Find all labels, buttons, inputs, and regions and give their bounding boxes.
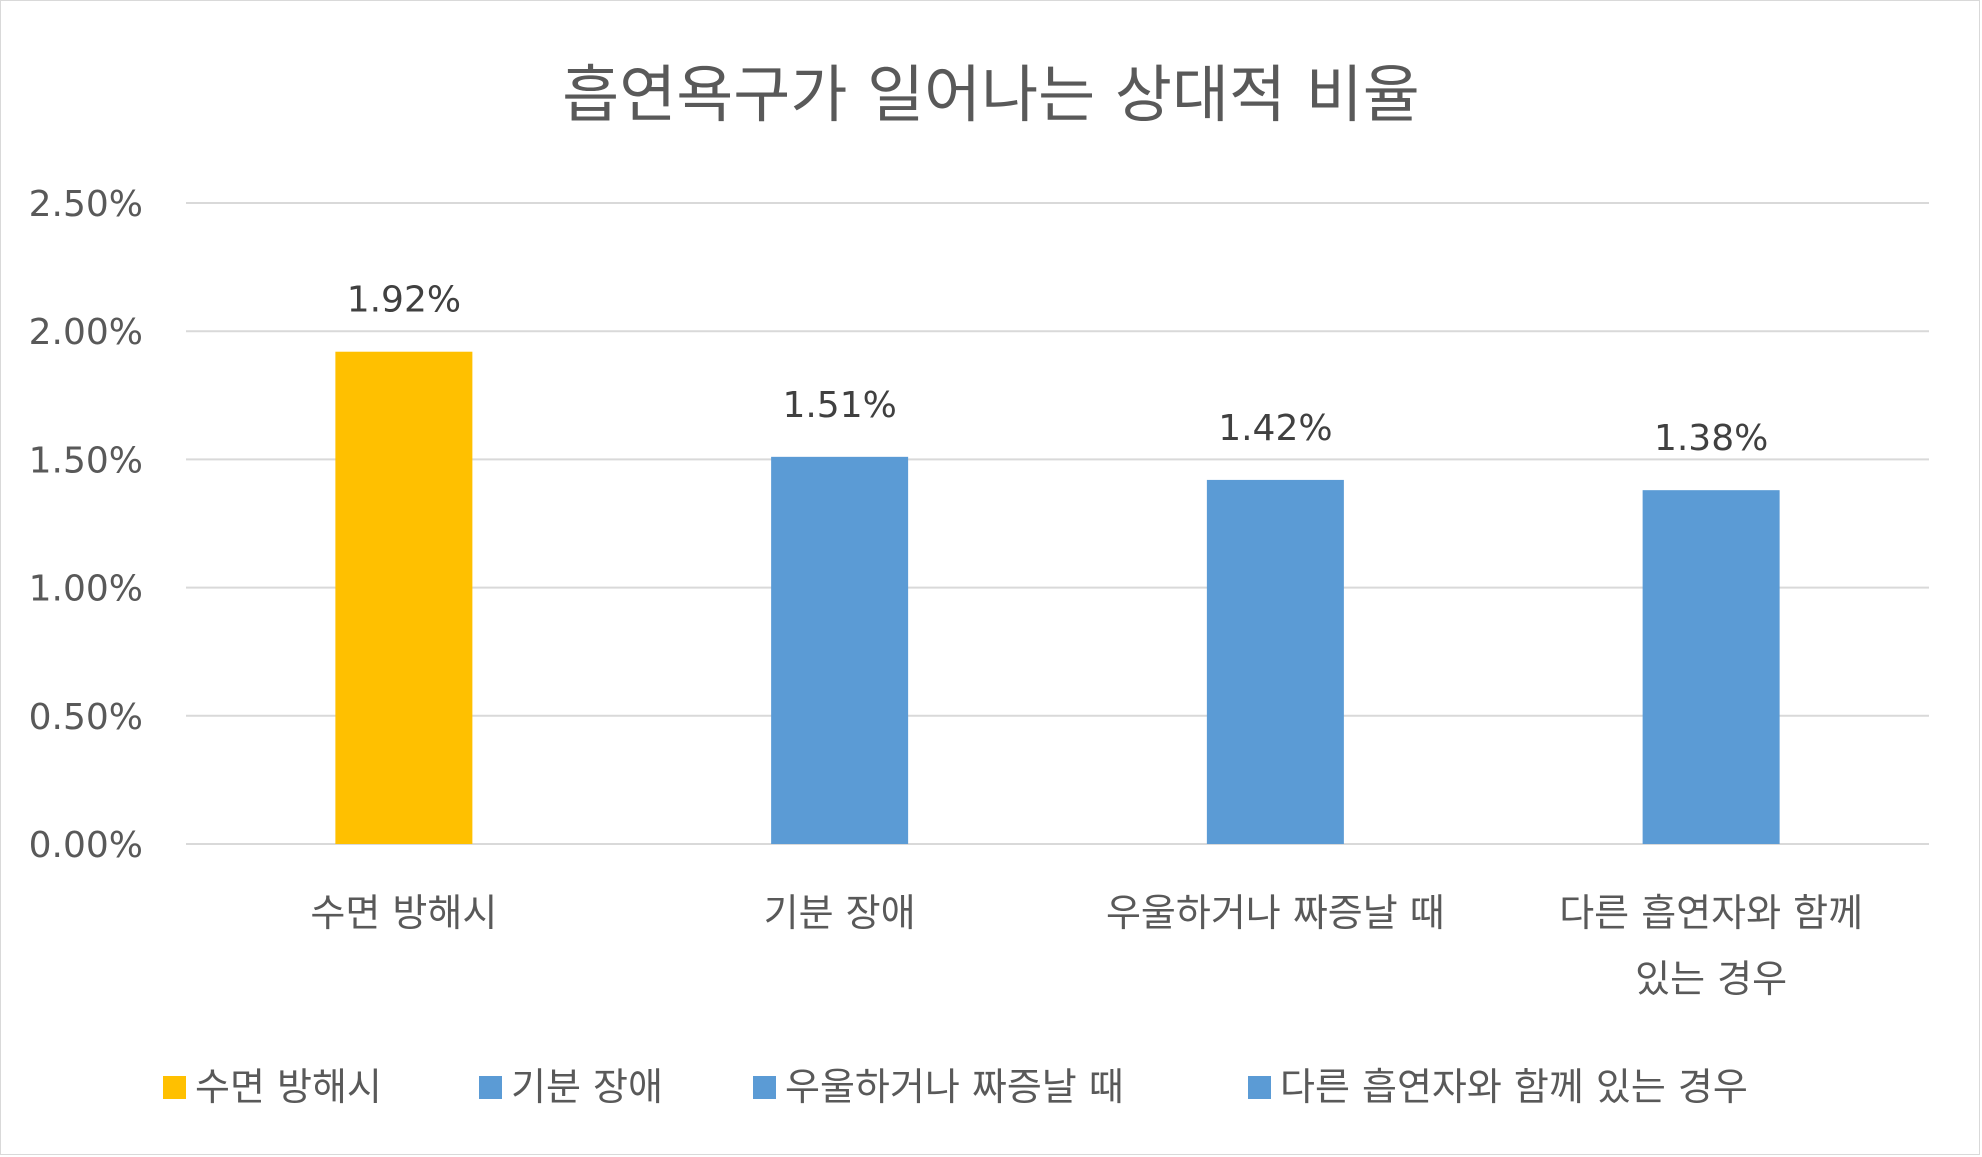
legend: 수면 방해시 기분 장애 우울하거나 짜증날 때 다른 흡연자와 함께 있는 경우 [163, 1065, 1748, 1109]
data-labels: 1.92% 1.51% 1.42% 1.38% [347, 280, 1769, 459]
chart-title: 흡연욕구가 일어나는 상대적 비율 [562, 58, 1420, 131]
x-category-label: 있는 경우 [1635, 957, 1787, 1001]
legend-entry: 기분 장애 [479, 1065, 663, 1109]
y-tick-label: 0.00% [29, 825, 143, 866]
gridlines [186, 202, 1929, 845]
bar [771, 456, 909, 844]
data-label: 1.92% [347, 280, 461, 321]
y-tick-label: 1.50% [29, 440, 143, 481]
legend-swatch [479, 1076, 502, 1099]
legend-label: 수면 방해시 [195, 1065, 382, 1109]
legend-entry: 다른 흡연자와 함께 있는 경우 [1248, 1065, 1748, 1109]
bars [335, 351, 1780, 844]
legend-swatch [163, 1076, 186, 1099]
x-category-label: 다른 흡연자와 함께 [1559, 891, 1863, 935]
y-tick-label: 2.00% [29, 312, 143, 353]
bar [335, 351, 473, 844]
data-label: 1.42% [1218, 408, 1332, 449]
x-category-label: 우울하거나 짜증날 때 [1106, 891, 1445, 935]
legend-label: 우울하거나 짜증날 때 [785, 1065, 1124, 1109]
legend-swatch [1248, 1076, 1271, 1099]
data-label: 1.51% [782, 385, 896, 426]
x-category-label: 기분 장애 [764, 891, 916, 935]
y-tick-label: 2.50% [29, 184, 143, 225]
legend-label: 기분 장애 [511, 1065, 663, 1109]
y-tick-label: 1.00% [29, 569, 143, 610]
legend-label: 다른 흡연자와 함께 있는 경우 [1280, 1065, 1748, 1109]
legend-swatch [753, 1076, 776, 1099]
bar [1206, 479, 1344, 844]
x-category-label: 수면 방해시 [310, 891, 497, 935]
bar [1642, 490, 1780, 844]
data-label: 1.38% [1654, 418, 1768, 459]
legend-entry: 수면 방해시 [163, 1065, 382, 1109]
legend-entry: 우울하거나 짜증날 때 [753, 1065, 1124, 1109]
y-tick-label: 0.50% [29, 697, 143, 738]
y-axis-ticks: 0.00% 0.50% 1.00% 1.50% 2.00% 2.50% [29, 184, 143, 866]
